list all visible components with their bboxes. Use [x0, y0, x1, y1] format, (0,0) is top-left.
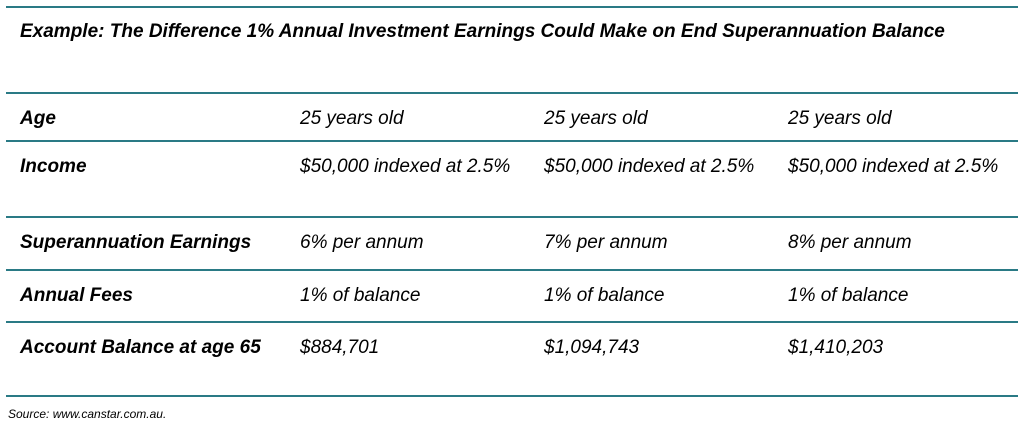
row-label-balance: Account Balance at age 65 [6, 321, 284, 397]
balance-value-2: $1,094,743 [528, 321, 772, 397]
balance-value-1: $884,701 [284, 321, 528, 397]
age-value-2: 25 years old [528, 92, 772, 141]
row-label-age: Age [6, 92, 284, 141]
table-row-earnings: Superannuation Earnings 6% per annum 7% … [6, 216, 1019, 270]
table-row-age: Age 25 years old 25 years old 25 years o… [6, 92, 1019, 141]
row-label-earnings: Superannuation Earnings [6, 216, 284, 270]
earnings-value-3: 8% per annum [772, 216, 1019, 270]
table-row-fees: Annual Fees 1% of balance 1% of balance … [6, 269, 1019, 322]
income-value-2: $50,000 indexed at 2.5% [528, 140, 772, 217]
table-row-income: Income $50,000 indexed at 2.5% $50,000 i… [6, 140, 1019, 217]
table-title: Example: The Difference 1% Annual Invest… [20, 21, 945, 42]
fees-value-2: 1% of balance [528, 269, 772, 322]
fees-value-3: 1% of balance [772, 269, 1019, 322]
table-row-balance: Account Balance at age 65 $884,701 $1,09… [6, 321, 1019, 397]
fees-value-1: 1% of balance [284, 269, 528, 322]
age-value-3: 25 years old [772, 92, 1019, 141]
row-label-income: Income [6, 140, 284, 217]
income-value-1: $50,000 indexed at 2.5% [284, 140, 528, 217]
earnings-value-1: 6% per annum [284, 216, 528, 270]
row-label-fees: Annual Fees [6, 269, 284, 322]
earnings-value-2: 7% per annum [528, 216, 772, 270]
age-value-1: 25 years old [284, 92, 528, 141]
table-title-row: Example: The Difference 1% Annual Invest… [6, 7, 1019, 93]
balance-value-3: $1,410,203 [772, 321, 1019, 397]
source-note: Source: www.canstar.com.au. [8, 407, 167, 421]
comparison-table-container: Example: The Difference 1% Annual Invest… [6, 6, 1019, 397]
income-value-3: $50,000 indexed at 2.5% [772, 140, 1019, 217]
comparison-table: Example: The Difference 1% Annual Invest… [6, 6, 1019, 397]
